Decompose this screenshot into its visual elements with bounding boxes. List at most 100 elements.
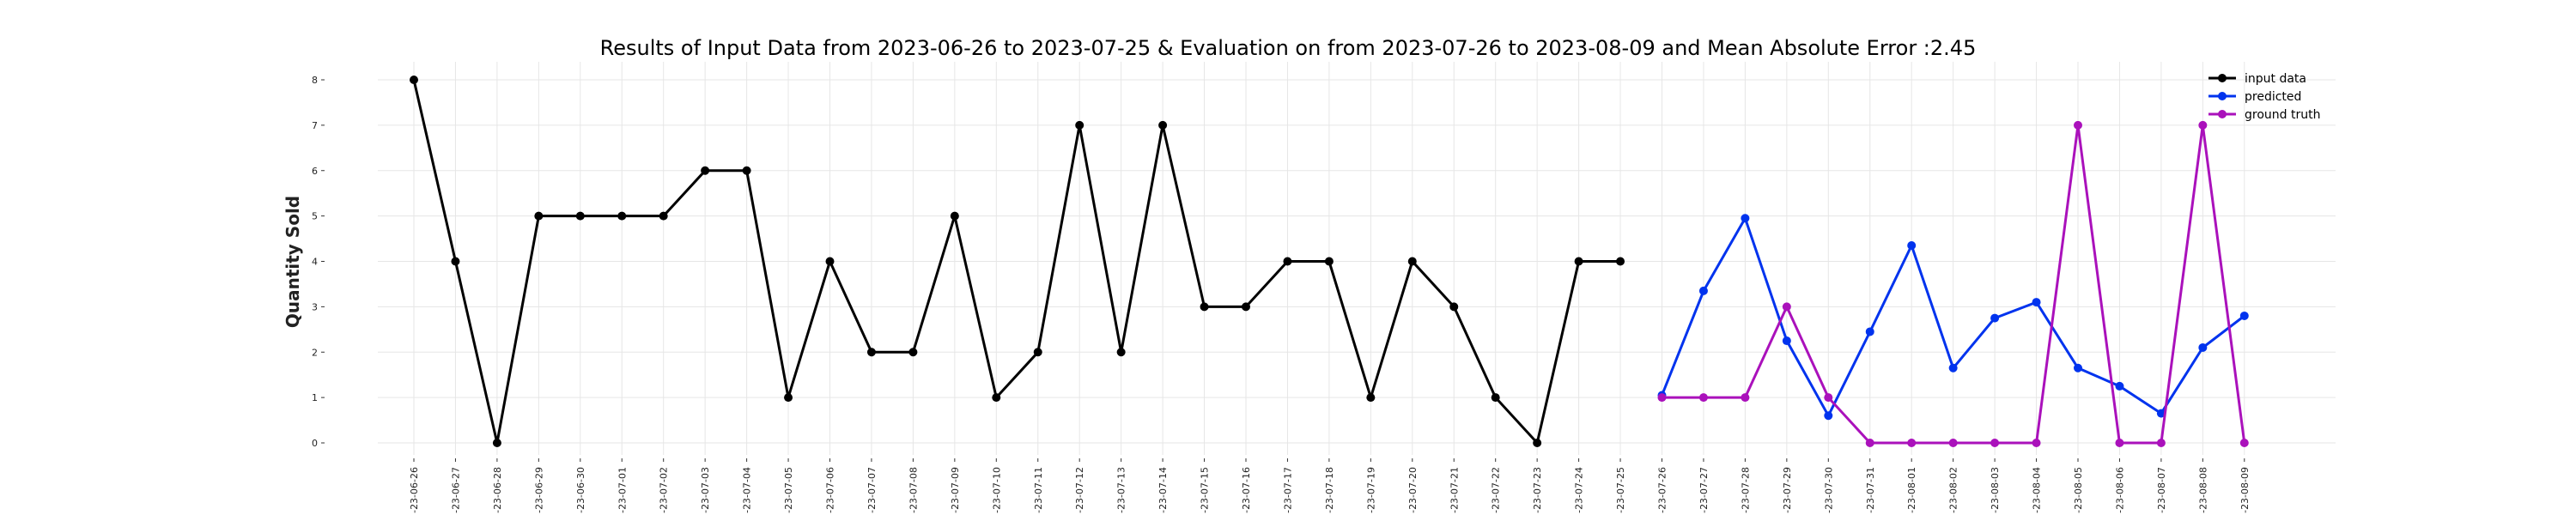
y-tick-label: 7 <box>312 120 318 131</box>
x-tick-label: -23-07-12 <box>1074 467 1085 513</box>
data-point-input-data <box>659 211 668 221</box>
x-tick-label: -23-07-27 <box>1698 467 1710 513</box>
data-point-predicted <box>1698 286 1708 295</box>
x-tick-label: -23-07-14 <box>1157 467 1169 513</box>
x-tick-label: -23-07-10 <box>991 467 1002 513</box>
x-axis-ticks: -23-06-26 -23-06-27 -23-06-28 -23-06-29 -23-… <box>409 458 2251 513</box>
legend-label-predicted: predicted <box>2245 90 2301 104</box>
data-point-input-data <box>1574 257 1583 266</box>
grid <box>378 62 2336 455</box>
legend-label-input-data: input data <box>2245 72 2306 86</box>
x-tick-label: -23-08-09 <box>2239 467 2251 513</box>
y-axis-label: Quantity Sold <box>283 196 303 328</box>
y-tick-label: 3 <box>312 301 318 312</box>
data-point-input-data <box>1200 302 1209 312</box>
data-point-input-data <box>534 211 544 221</box>
x-tick-label: -23-07-29 <box>1782 467 1793 513</box>
data-point-predicted <box>1990 313 2000 323</box>
y-axis-ticks: 0 1 2 3 4 5 6 7 8 <box>312 75 325 449</box>
data-point-ground-truth <box>1698 393 1708 403</box>
x-tick-label: -23-07-04 <box>742 467 753 513</box>
data-point-input-data <box>1075 120 1084 130</box>
legend-marker-predicted <box>2218 92 2227 100</box>
data-point-input-data <box>825 257 835 266</box>
y-tick-label: 4 <box>312 257 318 268</box>
data-point-input-data <box>742 166 751 175</box>
data-point-predicted <box>1865 327 1874 336</box>
y-tick-label: 6 <box>312 166 318 177</box>
data-point-predicted <box>2032 298 2041 307</box>
x-tick-label: -23-06-26 <box>409 467 420 513</box>
x-tick-label: -23-07-25 <box>1615 467 1626 513</box>
x-tick-label: -23-07-26 <box>1657 467 1668 513</box>
data-point-input-data <box>1616 257 1625 266</box>
data-point-input-data <box>1407 257 1417 266</box>
x-tick-label: -23-06-30 <box>575 467 586 513</box>
x-tick-label: -23-08-07 <box>2156 467 2167 513</box>
data-point-input-data <box>1449 302 1459 312</box>
x-tick-label: -23-08-05 <box>2073 467 2084 513</box>
x-tick-label: -23-07-07 <box>866 467 878 513</box>
data-point-input-data <box>1116 348 1126 357</box>
legend-marker-ground-truth <box>2218 110 2227 118</box>
x-tick-label: -23-07-19 <box>1365 467 1376 513</box>
data-point-predicted <box>2198 342 2208 352</box>
legend: input data predicted ground truth <box>2208 72 2320 122</box>
legend-label-ground-truth: ground truth <box>2245 108 2320 122</box>
y-tick-label: 0 <box>312 438 318 449</box>
data-point-ground-truth <box>2115 439 2124 447</box>
data-point-ground-truth <box>2156 439 2166 447</box>
series-line-input-data <box>412 79 1621 445</box>
data-point-input-data <box>784 393 793 403</box>
data-point-predicted <box>2115 381 2124 391</box>
data-point-ground-truth <box>2032 439 2041 447</box>
data-point-ground-truth <box>1948 439 1958 447</box>
data-point-input-data <box>492 439 501 447</box>
data-point-predicted <box>1907 240 1917 250</box>
data-point-input-data <box>1491 393 1500 403</box>
x-tick-label: -23-07-30 <box>1823 467 1834 513</box>
x-tick-label: -23-07-17 <box>1282 467 1293 513</box>
data-point-predicted <box>2156 409 2166 418</box>
data-point-input-data <box>1533 439 1542 447</box>
x-tick-label: -23-07-05 <box>783 467 794 513</box>
data-point-ground-truth <box>1907 439 1917 447</box>
x-tick-label: -23-06-27 <box>450 467 461 513</box>
y-tick-label: 8 <box>312 75 318 86</box>
data-point-input-data <box>908 348 918 357</box>
x-tick-label: -23-07-31 <box>1865 467 1876 513</box>
data-point-ground-truth <box>1824 393 1833 403</box>
x-tick-label: -23-08-02 <box>1948 467 1959 513</box>
x-tick-label: -23-07-20 <box>1407 467 1419 513</box>
data-point-input-data <box>1324 257 1334 266</box>
x-tick-label: -23-07-24 <box>1574 467 1585 513</box>
data-point-predicted <box>2239 311 2249 320</box>
data-point-ground-truth <box>1782 302 1791 312</box>
y-tick-label: 5 <box>312 211 318 222</box>
data-point-input-data <box>950 211 959 221</box>
y-tick-label: 1 <box>312 392 318 403</box>
data-point-input-data <box>701 166 710 175</box>
x-tick-label: -23-07-06 <box>825 467 836 513</box>
x-tick-label: -23-07-22 <box>1491 467 1502 513</box>
x-tick-label: -23-07-28 <box>1740 467 1751 513</box>
x-tick-label: -23-07-21 <box>1449 467 1460 513</box>
x-tick-label: -23-07-18 <box>1324 467 1335 513</box>
x-tick-label: -23-06-28 <box>492 467 503 513</box>
x-tick-label: -23-07-08 <box>908 467 919 513</box>
x-tick-label: -23-07-11 <box>1033 467 1044 513</box>
data-point-input-data <box>1242 302 1250 312</box>
x-tick-label: -23-07-23 <box>1532 467 1543 513</box>
data-point-predicted <box>1741 214 1750 223</box>
data-point-predicted <box>2074 363 2082 373</box>
data-point-ground-truth <box>2074 120 2082 130</box>
data-point-predicted <box>1782 336 1791 346</box>
x-tick-label: -23-08-08 <box>2197 467 2208 513</box>
data-point-ground-truth <box>1657 393 1667 403</box>
series <box>410 76 2249 447</box>
chart-title: Results of Input Data from 2023-06-26 to… <box>600 36 1977 60</box>
data-point-predicted <box>1948 363 1958 373</box>
data-point-ground-truth <box>2198 120 2208 130</box>
data-point-ground-truth <box>2239 439 2249 447</box>
